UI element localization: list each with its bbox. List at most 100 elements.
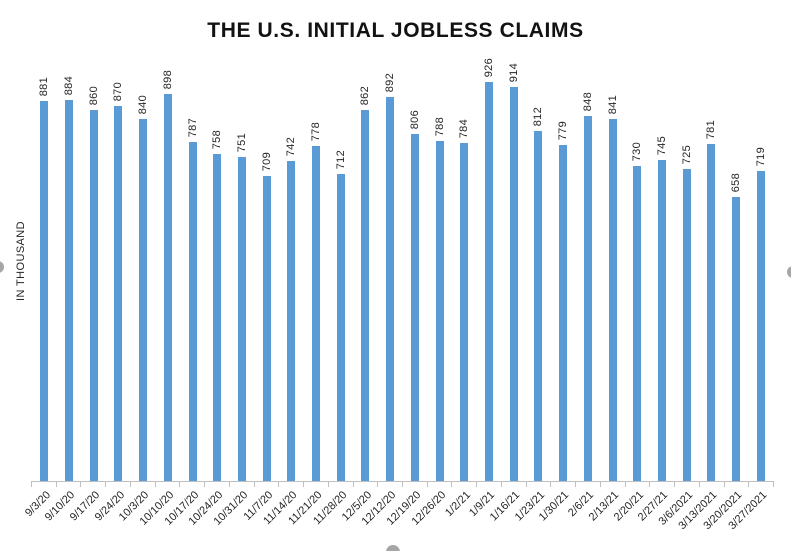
bar[interactable] xyxy=(559,145,568,481)
x-axis-tick xyxy=(451,482,453,487)
bar-slot: 758 10/24/20 xyxy=(187,55,230,528)
bar[interactable] xyxy=(657,160,666,481)
bar[interactable] xyxy=(534,131,543,481)
bar-value-label: 881 xyxy=(38,76,51,96)
bar-slot: 898 10/10/20 xyxy=(138,55,181,528)
bar-value-label: 742 xyxy=(285,136,298,156)
bar[interactable] xyxy=(287,161,296,481)
bar-value-label: 781 xyxy=(705,119,718,139)
x-axis-tick xyxy=(179,482,181,487)
x-axis-tick xyxy=(599,482,601,487)
bar[interactable] xyxy=(410,134,419,481)
bar-slot: 784 1/2/21 xyxy=(443,55,477,519)
x-axis-tick xyxy=(204,482,206,487)
bar-slot: 892 12/12/20 xyxy=(360,55,403,528)
bar-value-label: 898 xyxy=(161,69,174,89)
bar-value-label: 658 xyxy=(730,172,743,192)
bar-value-label: 725 xyxy=(680,144,693,164)
bar-value-label: 758 xyxy=(211,129,224,149)
bar[interactable] xyxy=(139,119,148,481)
bar[interactable] xyxy=(114,106,123,481)
bar-slot: 778 11/21/20 xyxy=(286,55,329,527)
bar[interactable] xyxy=(485,82,493,481)
bar-value-label: 870 xyxy=(112,81,125,101)
x-axis-tick xyxy=(624,482,626,487)
x-axis-tick xyxy=(674,482,676,487)
bar[interactable] xyxy=(682,169,691,481)
bar-slot: 862 12/5/20 xyxy=(340,55,378,524)
bar[interactable] xyxy=(188,142,197,481)
x-axis-tick xyxy=(575,482,577,487)
bar[interactable] xyxy=(237,157,246,481)
bar-value-label: 709 xyxy=(260,151,273,171)
x-axis-tick xyxy=(327,482,329,487)
x-axis-tick xyxy=(649,482,651,487)
chart-resize-handle-left[interactable] xyxy=(0,261,4,273)
x-axis-tick xyxy=(402,482,403,487)
x-axis-tick xyxy=(525,482,527,487)
x-axis-line xyxy=(31,481,774,482)
bar[interactable] xyxy=(262,176,271,481)
x-axis-tick xyxy=(773,482,774,487)
bar-value-label: 841 xyxy=(606,94,619,114)
bar-value-label: 784 xyxy=(458,118,471,138)
bar-slot: 870 9/24/20 xyxy=(93,55,131,524)
bar-value-label: 788 xyxy=(433,116,446,136)
bar-slot: 788 12/26/20 xyxy=(409,55,452,528)
bar-slot: 709 11/7/20 xyxy=(241,55,279,523)
bar[interactable] xyxy=(732,197,741,481)
bar-value-label: 779 xyxy=(557,120,570,140)
bar[interactable] xyxy=(361,110,370,481)
x-axis-tick xyxy=(253,482,255,487)
bar[interactable] xyxy=(756,171,765,481)
bar[interactable] xyxy=(386,97,395,481)
bar[interactable] xyxy=(633,166,642,481)
x-axis-tick xyxy=(550,482,552,487)
bar-slot: 781 3/13/2021 xyxy=(677,55,724,532)
bar-value-label: 787 xyxy=(186,117,199,137)
bar[interactable] xyxy=(336,174,345,481)
bar[interactable] xyxy=(163,94,172,481)
x-axis-tick xyxy=(31,482,32,487)
bar-slot: 751 10/31/20 xyxy=(212,55,255,528)
x-axis-tick xyxy=(748,482,750,487)
bar-value-label: 745 xyxy=(655,135,668,155)
bar-slot: 848 2/6/21 xyxy=(566,55,600,519)
bar-value-label: 860 xyxy=(87,85,100,105)
bar-value-label: 719 xyxy=(754,146,767,166)
chart-resize-handle-bottom[interactable] xyxy=(386,545,400,551)
x-axis-tick xyxy=(129,482,131,487)
chart-resize-handle-right[interactable] xyxy=(787,266,791,278)
bar-value-label: 712 xyxy=(334,149,347,169)
bar-slot: 742 11/14/20 xyxy=(262,55,304,527)
x-axis-tick xyxy=(476,482,478,487)
bar-value-label: 806 xyxy=(408,109,421,129)
x-axis-tick xyxy=(377,482,379,487)
bar-value-label: 862 xyxy=(359,85,372,105)
x-axis-tick xyxy=(80,482,82,487)
bar[interactable] xyxy=(312,146,321,481)
bar-value-label: 914 xyxy=(507,62,520,82)
bar[interactable] xyxy=(509,87,518,481)
x-axis-tick xyxy=(278,482,280,487)
bar[interactable] xyxy=(608,119,617,481)
bar[interactable] xyxy=(40,101,49,481)
bar-slot: 779 1/30/21 xyxy=(537,55,576,524)
bar-slot: 745 2/27/21 xyxy=(636,55,675,524)
bar[interactable] xyxy=(65,100,74,481)
x-axis-tick xyxy=(352,482,354,487)
bar-value-label: 751 xyxy=(235,132,248,152)
bar-slot: 914 1/16/21 xyxy=(488,55,526,524)
bar-slot: 841 2/13/21 xyxy=(587,55,625,524)
y-axis-title: IN THOUSAND xyxy=(15,221,27,301)
bar[interactable] xyxy=(583,116,592,481)
bar[interactable] xyxy=(707,144,716,481)
bar[interactable] xyxy=(89,110,98,481)
x-axis-tick xyxy=(105,482,107,487)
bar[interactable] xyxy=(460,143,469,481)
bar[interactable] xyxy=(435,141,444,481)
x-axis-tick xyxy=(426,482,428,487)
bar-value-label: 892 xyxy=(384,72,397,92)
bar[interactable] xyxy=(213,154,222,481)
